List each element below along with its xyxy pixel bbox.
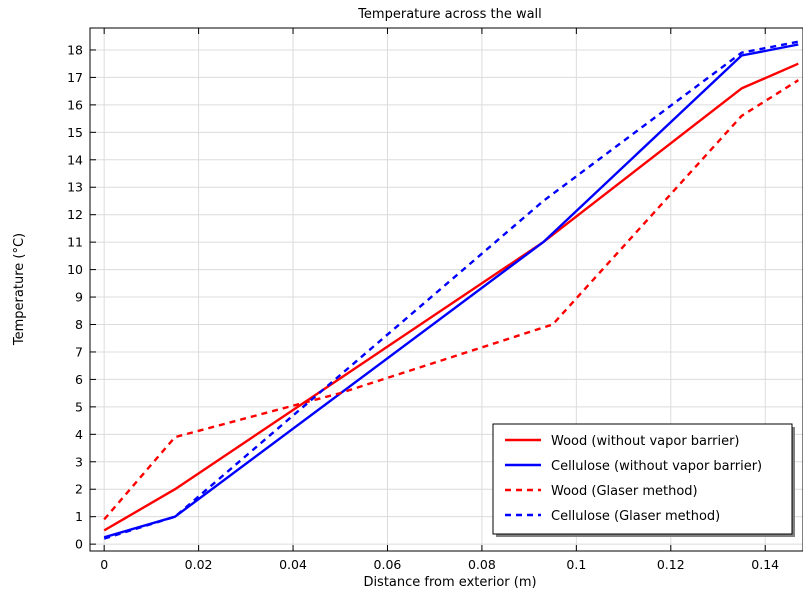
y-tick-label: 4: [75, 427, 83, 442]
x-tick-label: 0.14: [751, 557, 779, 572]
axis-ticks: 0 0.02 0.04 0.06 0.08 0.1 0.12 0.14012345678910…: [67, 28, 779, 572]
series-line-4: [103, 40, 799, 540]
legend-label-4: Cellulose (Glaser method): [551, 509, 720, 524]
y-tick-label: 13: [67, 180, 83, 195]
y-tick-label: 6: [75, 372, 83, 387]
legend-label-1: Wood (without vapor barrier): [551, 434, 740, 449]
series-line-3: [103, 79, 799, 521]
y-tick-label: 1: [75, 509, 83, 524]
y-tick-label: 5: [75, 399, 83, 414]
x-axis-title: Distance from exterior (m): [363, 575, 536, 590]
y-tick-label: 14: [67, 152, 83, 167]
x-tick-label: 0.04: [279, 557, 307, 572]
grid: [90, 28, 803, 551]
y-tick-label: 7: [75, 344, 83, 359]
y-axis-title: Temperature (°C): [12, 233, 27, 346]
legend-label-2: Cellulose (without vapor barrier): [551, 459, 762, 474]
y-tick-label: 12: [67, 207, 83, 222]
y-tick-label: 18: [67, 42, 83, 57]
plot-frame: [89, 27, 803, 552]
x-tick-label: 0.06: [374, 557, 402, 572]
y-tick-label: 10: [67, 262, 83, 277]
series-layer: [103, 40, 799, 540]
x-tick-label: 0: [100, 557, 108, 572]
y-tick-label: 15: [67, 125, 83, 140]
x-tick-label: 0.1: [566, 557, 586, 572]
y-tick-label: 17: [67, 70, 83, 85]
x-tick-label: 0.08: [468, 557, 496, 572]
y-tick-label: 3: [75, 454, 83, 469]
y-tick-label: 9: [75, 290, 83, 305]
legend: Wood (without vapor barrier) Cellulose (w…: [492, 423, 795, 537]
x-tick-label: 0.12: [657, 557, 685, 572]
y-tick-label: 8: [75, 317, 83, 332]
y-tick-label: 2: [75, 482, 83, 497]
y-tick-label: 0: [75, 537, 83, 552]
legend-box: [492, 423, 793, 535]
y-tick-label: 16: [67, 97, 83, 112]
x-tick-label: 0.02: [185, 557, 213, 572]
y-tick-label: 11: [67, 235, 83, 250]
legend-label-3: Wood (Glaser method): [551, 484, 698, 499]
chart-title: Temperature across the wall: [357, 7, 542, 22]
